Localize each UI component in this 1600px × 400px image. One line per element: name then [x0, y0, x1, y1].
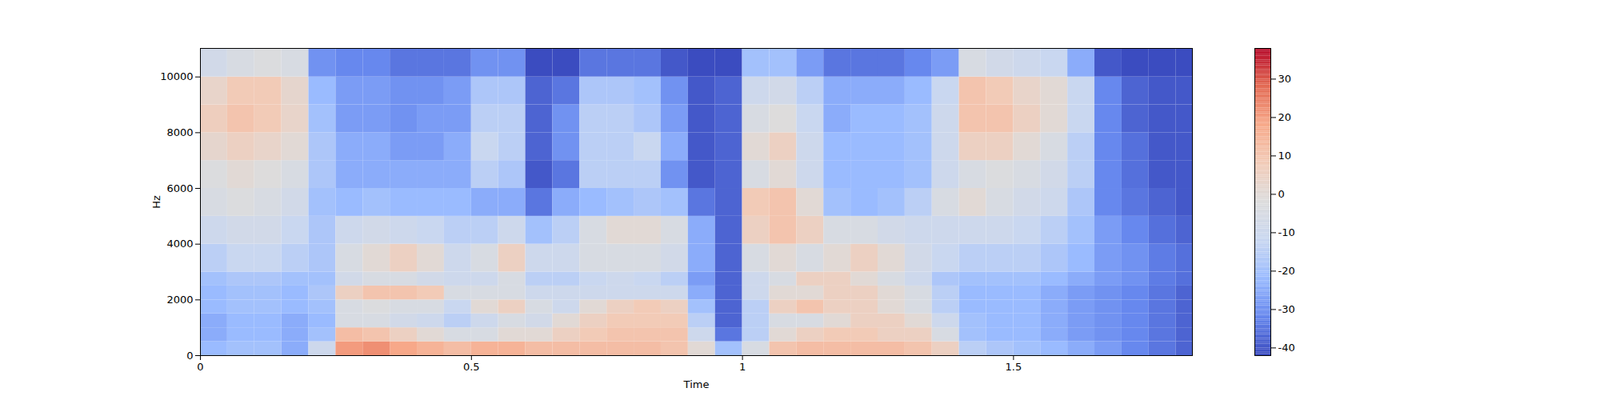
svg-text:-10: -10	[1278, 226, 1296, 239]
svg-text:-30: -30	[1278, 303, 1296, 316]
svg-text:4000: 4000	[166, 237, 193, 250]
svg-text:0: 0	[186, 349, 193, 362]
svg-text:0: 0	[1278, 188, 1285, 200]
svg-text:-20: -20	[1278, 264, 1296, 277]
svg-text:0: 0	[196, 360, 204, 373]
svg-text:6000: 6000	[166, 182, 193, 195]
svg-text:30: 30	[1278, 72, 1292, 85]
svg-text:10: 10	[1278, 149, 1292, 162]
svg-text:0.5: 0.5	[463, 360, 480, 373]
svg-text:Time: Time	[683, 378, 710, 391]
svg-text:20: 20	[1278, 111, 1292, 124]
svg-text:Hz: Hz	[150, 195, 163, 209]
svg-text:-40: -40	[1278, 341, 1296, 354]
svg-text:10000: 10000	[160, 70, 193, 83]
svg-text:1.5: 1.5	[1005, 360, 1023, 373]
svg-text:2000: 2000	[166, 293, 193, 306]
svg-text:1: 1	[739, 360, 746, 373]
svg-text:8000: 8000	[166, 126, 193, 139]
